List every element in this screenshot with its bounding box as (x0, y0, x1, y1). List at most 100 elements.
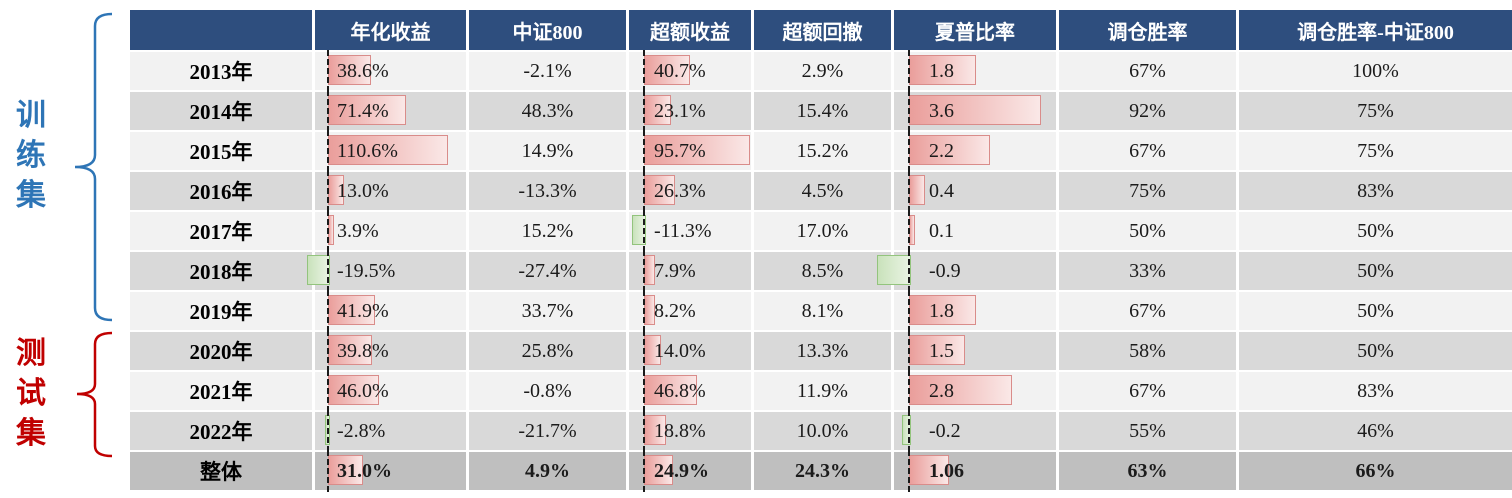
cell-value: 41.9% (337, 299, 389, 322)
value-cell: 18.8% (629, 410, 754, 452)
row-label-cell: 2016年 (130, 172, 315, 210)
value-cell: 14.9% (469, 132, 629, 170)
value-cell: 39.8% (315, 330, 469, 372)
cell-value: -0.2 (929, 419, 961, 442)
performance-table: 年化收益 中证800 超额收益 超额回撤 夏普比率 调仓胜率 调仓胜率-中证800 2013年… (130, 10, 1512, 492)
cell-value: 0.1 (929, 219, 954, 242)
table-row: 2018年 -19.5% -27.4% 7.9% 8.5% -0.9 33% 50% (130, 250, 1512, 292)
row-label: 2019年 (189, 300, 253, 324)
cell-value: 4.5% (801, 179, 844, 202)
cell-value: 67% (1129, 139, 1166, 162)
train-brace (74, 12, 113, 322)
value-cell: 46.8% (629, 370, 754, 412)
cell-value: 48.3% (521, 99, 574, 122)
zero-axis-dashed-line (643, 330, 645, 372)
positive-data-bar (909, 175, 926, 205)
row-label-cell: 2020年 (130, 332, 315, 370)
cell-value: 8.5% (801, 259, 844, 282)
value-cell: 26.3% (629, 170, 754, 212)
column-header: 调仓胜率-中证800 (1239, 10, 1512, 50)
cell-value: 110.6% (337, 139, 398, 162)
value-cell: 15.4% (754, 92, 894, 130)
cell-value: 26.3% (654, 179, 706, 202)
cell-value: -2.8% (337, 419, 386, 442)
table-row: 2014年 71.4% 48.3% 23.1% 15.4% 3.6 92% 75% (130, 90, 1512, 132)
cell-value: 1.06 (929, 459, 964, 482)
test-brace (76, 331, 113, 458)
value-cell: 50% (1239, 252, 1512, 290)
zero-axis-dashed-line (327, 290, 329, 332)
positive-data-bar (644, 55, 691, 85)
value-cell: 4.5% (754, 172, 894, 210)
value-cell: 46.0% (315, 370, 469, 412)
zero-axis-dashed-line (643, 130, 645, 172)
table-row: 2015年 110.6% 14.9% 95.7% 15.2% 2.2 67% 75% (130, 130, 1512, 172)
table-row: 2019年 41.9% 33.7% 8.2% 8.1% 1.8 67% 50% (130, 290, 1512, 332)
row-label: 2018年 (189, 260, 253, 284)
value-cell: 40.7% (629, 50, 754, 92)
positive-data-bar (909, 95, 1041, 125)
cell-value: 50% (1357, 339, 1394, 362)
positive-data-bar (909, 455, 950, 485)
value-cell: 1.5 (894, 330, 1059, 372)
cell-value: 92% (1129, 99, 1166, 122)
cell-value: 55% (1129, 419, 1166, 442)
column-header: 调仓胜率 (1059, 10, 1239, 50)
row-group-braces (74, 12, 113, 458)
cell-value: 50% (1357, 299, 1394, 322)
value-cell: -13.3% (469, 172, 629, 210)
row-label-cell: 整体 (130, 452, 315, 490)
value-cell: 23.1% (629, 90, 754, 132)
row-label: 2020年 (189, 340, 253, 364)
value-cell: 1.8 (894, 50, 1059, 92)
zero-axis-dashed-line (908, 210, 910, 252)
value-cell: -2.8% (315, 410, 469, 452)
zero-axis-dashed-line (908, 170, 910, 212)
positive-data-bar (328, 455, 364, 485)
cell-value: 75% (1357, 99, 1394, 122)
value-cell: 50% (1239, 212, 1512, 250)
zero-axis-dashed-line (327, 210, 329, 252)
value-cell: 92% (1059, 92, 1239, 130)
value-cell: 0.4 (894, 170, 1059, 212)
column-header-label: 夏普比率 (935, 21, 1015, 44)
positive-data-bar (328, 375, 380, 405)
value-cell: 13.3% (754, 332, 894, 370)
value-cell: -21.7% (469, 412, 629, 450)
row-label: 2014年 (189, 100, 253, 124)
cell-value: 18.8% (654, 419, 706, 442)
value-cell: 38.6% (315, 50, 469, 92)
value-cell: 33% (1059, 252, 1239, 290)
value-cell: 100% (1239, 52, 1512, 90)
train-set-label: 训练集 (16, 99, 46, 212)
column-header-label: 超额回撤 (782, 21, 863, 44)
value-cell: 3.9% (315, 210, 469, 252)
value-cell: 25.8% (469, 332, 629, 370)
value-cell: 83% (1239, 372, 1512, 410)
zero-axis-dashed-line (643, 90, 645, 132)
value-cell: 95.7% (629, 130, 754, 172)
cell-value: 50% (1357, 219, 1394, 242)
cell-value: 13.0% (337, 179, 389, 202)
zero-axis-dashed-line (327, 130, 329, 172)
positive-data-bar (644, 255, 655, 285)
column-header: 年化收益 (315, 10, 469, 50)
cell-value: 46% (1357, 419, 1394, 442)
value-cell: 75% (1239, 132, 1512, 170)
cell-value: 63% (1127, 459, 1168, 482)
value-cell: 55% (1059, 412, 1239, 450)
value-cell: 50% (1239, 292, 1512, 330)
zero-axis-dashed-line (908, 290, 910, 332)
cell-value: 83% (1357, 179, 1394, 202)
value-cell: -11.3% (629, 210, 754, 252)
cell-value: 33.7% (521, 299, 574, 322)
cell-value: 1.8 (929, 59, 954, 82)
zero-axis-dashed-line (908, 50, 910, 92)
column-header: 超额回撤 (754, 10, 894, 50)
value-cell: 33.7% (469, 292, 629, 330)
row-label-cell: 2015年 (130, 132, 315, 170)
cell-value: 100% (1352, 59, 1399, 82)
cell-value: 23.1% (654, 99, 706, 122)
cell-value: 25.8% (521, 339, 574, 362)
header-row: 年化收益 中证800 超额收益 超额回撤 夏普比率 调仓胜率 调仓胜率-中证800 (130, 10, 1512, 50)
